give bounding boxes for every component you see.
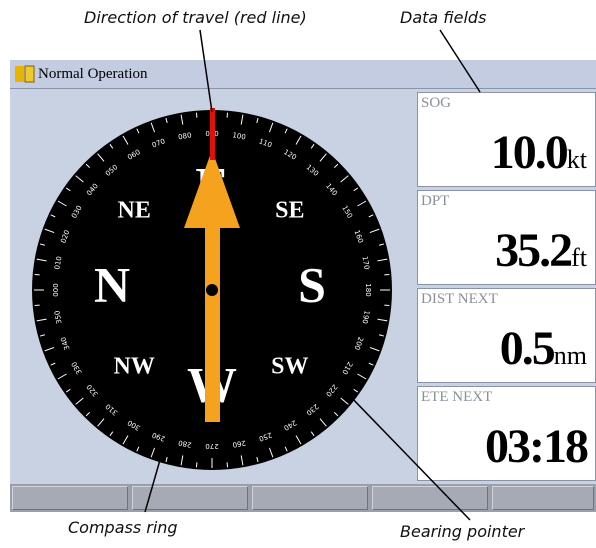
direction-label: S [298, 256, 326, 312]
annotation: Bearing pointer [400, 522, 524, 541]
direction-label: NW [114, 353, 155, 379]
callout-line [200, 30, 212, 112]
annotation: Compass ring [68, 518, 178, 537]
travel-line [210, 108, 215, 160]
direction-label: NE [118, 198, 151, 224]
callout-line [440, 30, 480, 92]
direction-label: N [94, 256, 130, 312]
ring-label: 180 [364, 283, 372, 296]
center-dot [206, 284, 218, 296]
callout-line [145, 460, 160, 512]
bearing-pointer-shaft [205, 200, 220, 422]
page: Direction of travel (red line) Data fiel… [0, 0, 596, 548]
direction-label: SE [275, 198, 304, 224]
compass: 0901001101201301401501601701801902002102… [0, 0, 596, 548]
ring-label: 270 [205, 442, 218, 450]
direction-label: SW [271, 353, 308, 379]
ring-label: 000 [52, 283, 60, 296]
